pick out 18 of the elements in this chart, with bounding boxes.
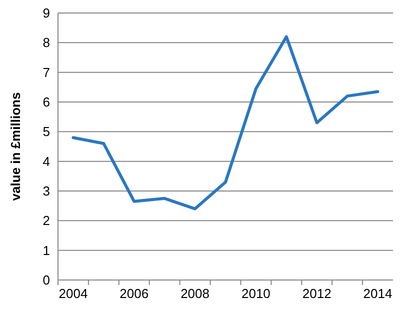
x-tick-label: 2012 — [302, 286, 332, 301]
x-tick-label: 2014 — [363, 286, 392, 301]
y-tick-label: 6 — [42, 94, 50, 110]
x-tick-label: 2010 — [241, 286, 270, 301]
y-axis-title: value in £millions — [8, 92, 23, 201]
y-tick-label: 3 — [42, 184, 50, 199]
line-series — [72, 35, 380, 210]
y-tick-label: 7 — [42, 64, 50, 80]
y-tick-label: 4 — [42, 154, 50, 169]
y-tick-label: 9 — [42, 6, 50, 21]
y-tick-label: 1 — [42, 242, 50, 258]
x-tick-label: 2008 — [180, 286, 210, 301]
y-tick-label: 2 — [42, 213, 50, 228]
y-tick-label: 8 — [42, 35, 50, 50]
y-tick-label: 5 — [42, 124, 50, 140]
x-tick-label: 2006 — [120, 286, 149, 301]
y-tick-label: 0 — [42, 272, 50, 288]
x-tick-label: 2004 — [58, 286, 88, 301]
